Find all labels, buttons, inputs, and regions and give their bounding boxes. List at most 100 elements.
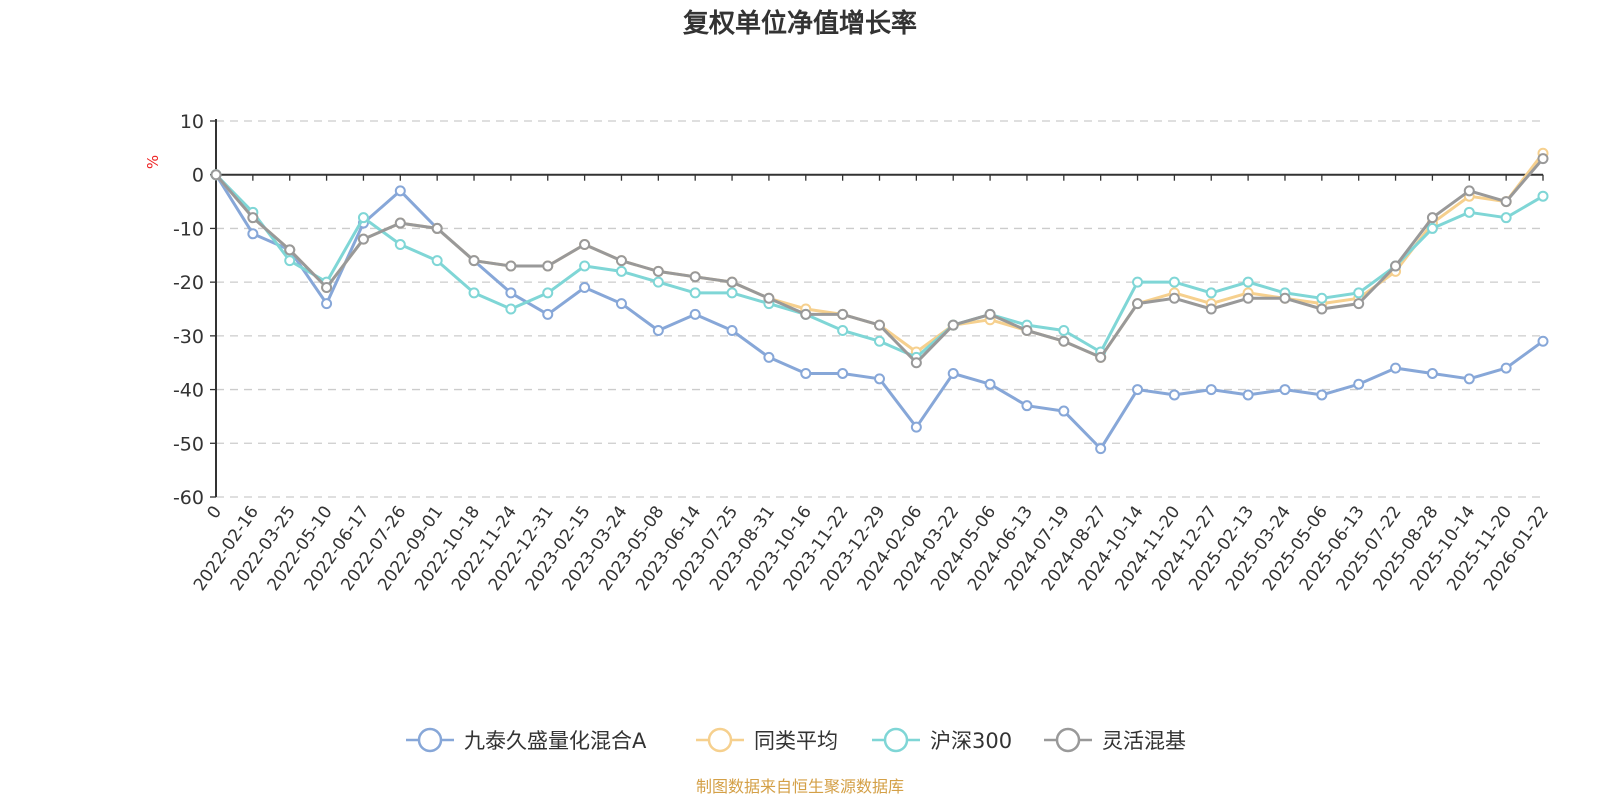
y-tick-label: -10 [173,218,204,240]
y-tick-label: -60 [173,487,204,509]
data-point [1132,276,1144,288]
data-point [800,308,812,320]
data-point [1463,185,1475,197]
legend-marker [1055,727,1081,753]
data-point [1058,405,1070,417]
legend-label: 灵活混基 [1102,729,1186,753]
series-line [214,173,1544,451]
data-point [505,287,517,299]
data-point [1353,298,1365,310]
data-point [1168,292,1180,304]
data-point [763,292,775,304]
y-tick-label: 10 [180,111,204,133]
legend-marker [707,727,733,753]
data-point [394,239,406,251]
data-point [1242,389,1254,401]
data-point [1058,324,1070,336]
legend-label: 沪深300 [930,729,1012,753]
legend-marker [417,727,443,753]
data-point [652,276,664,288]
data-point [542,260,554,272]
series-lines [210,147,1549,455]
data-point [947,319,959,331]
data-point [1021,400,1033,412]
data-point [468,287,480,299]
y-tick-label: -50 [173,433,204,455]
data-point [874,373,885,385]
data-point [874,335,885,347]
data-point [1500,212,1512,224]
data-point [1390,362,1402,374]
data-point [837,324,849,336]
data-point [1242,276,1254,288]
data-point [726,324,738,336]
legend-item[interactable]: 沪深300 [872,727,1012,753]
legend-marker [883,727,909,753]
data-point [726,287,738,299]
data-point [689,308,701,320]
data-point [1353,287,1365,299]
data-point [689,287,701,299]
data-point [947,367,959,379]
x-tick-label: 0 [204,502,227,522]
data-point [247,228,259,240]
legend-label: 九泰久盛量化混合A [464,729,647,753]
y-tick-label: -20 [173,272,204,294]
data-point [652,265,664,277]
data-point [1058,335,1070,347]
data-point [874,319,885,331]
data-point [210,169,222,181]
data-point [1316,292,1328,304]
data-point [837,367,849,379]
legend-label: 同类平均 [754,729,838,753]
data-point [1463,206,1475,218]
legend-item[interactable]: 同类平均 [696,727,838,753]
data-point [579,282,591,294]
data-point [1426,212,1438,224]
data-point [357,233,369,245]
data-point [431,222,443,234]
data-point [357,212,369,224]
data-point [1316,303,1328,315]
legend-item[interactable]: 灵活混基 [1044,727,1186,753]
chart-title: 复权单位净值增长率 [683,8,917,39]
data-point [1279,292,1291,304]
data-point [652,324,664,336]
data-point [1168,276,1180,288]
data-point [1537,153,1549,165]
data-point [910,357,922,369]
data-point [431,255,443,267]
data-point [1095,443,1107,455]
data-point [505,303,517,315]
data-point [247,212,259,224]
data-source-note: 制图数据来自恒生聚源数据库 [696,777,904,796]
data-point [1242,292,1254,304]
data-point [984,378,996,390]
data-point [837,308,849,320]
data-point [579,260,591,272]
data-point [1390,260,1402,272]
data-point [763,351,775,363]
data-point [1500,362,1512,374]
data-point [321,282,333,294]
data-point [910,421,922,433]
data-point [1500,196,1512,208]
data-point [284,244,296,256]
data-point [1205,287,1217,299]
data-point [1353,378,1365,390]
data-point [615,265,627,277]
data-point [689,271,701,283]
data-point [394,185,406,197]
data-point [1095,351,1107,363]
data-point [1537,335,1549,347]
legend[interactable]: 九泰久盛量化混合A 同类平均 沪深300 灵活混基 [406,727,1186,753]
data-point [1168,389,1180,401]
y-axis-unit: % [144,155,162,169]
data-point [615,255,627,267]
y-tick-label: -30 [173,326,204,348]
data-point [726,276,738,288]
legend-item[interactable]: 九泰久盛量化混合A [406,727,647,753]
data-point [800,367,812,379]
data-point [1021,324,1033,336]
